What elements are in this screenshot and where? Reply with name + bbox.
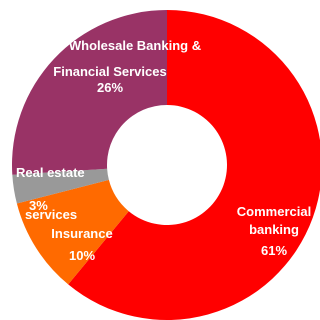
- commercial-pct-label: 61%: [260, 243, 288, 258]
- slice-insurance: [16, 179, 129, 285]
- wholesale-label-line1: Wholesale Banking &: [68, 38, 202, 53]
- slice-real-estate-services: [12, 168, 109, 204]
- slice-commercial-banking: [68, 10, 320, 320]
- commercial-label-line2: banking: [249, 222, 299, 237]
- realestate-pct-label: 3%: [29, 198, 48, 213]
- wholesale-label-line2: Financial Services: [53, 64, 167, 79]
- wholesale-pct-label: 26%: [96, 80, 124, 95]
- commercial-label-line1: Commercial: [236, 204, 312, 219]
- realestate-label-line2: services: [25, 207, 78, 222]
- realestate-label-line1: Real estate: [16, 165, 85, 180]
- insurance-label: Insurance: [51, 226, 113, 241]
- slice-wholesale-banking: [11, 10, 167, 175]
- donut-slices: [11, 10, 320, 320]
- insurance-pct-label: 10%: [68, 248, 96, 263]
